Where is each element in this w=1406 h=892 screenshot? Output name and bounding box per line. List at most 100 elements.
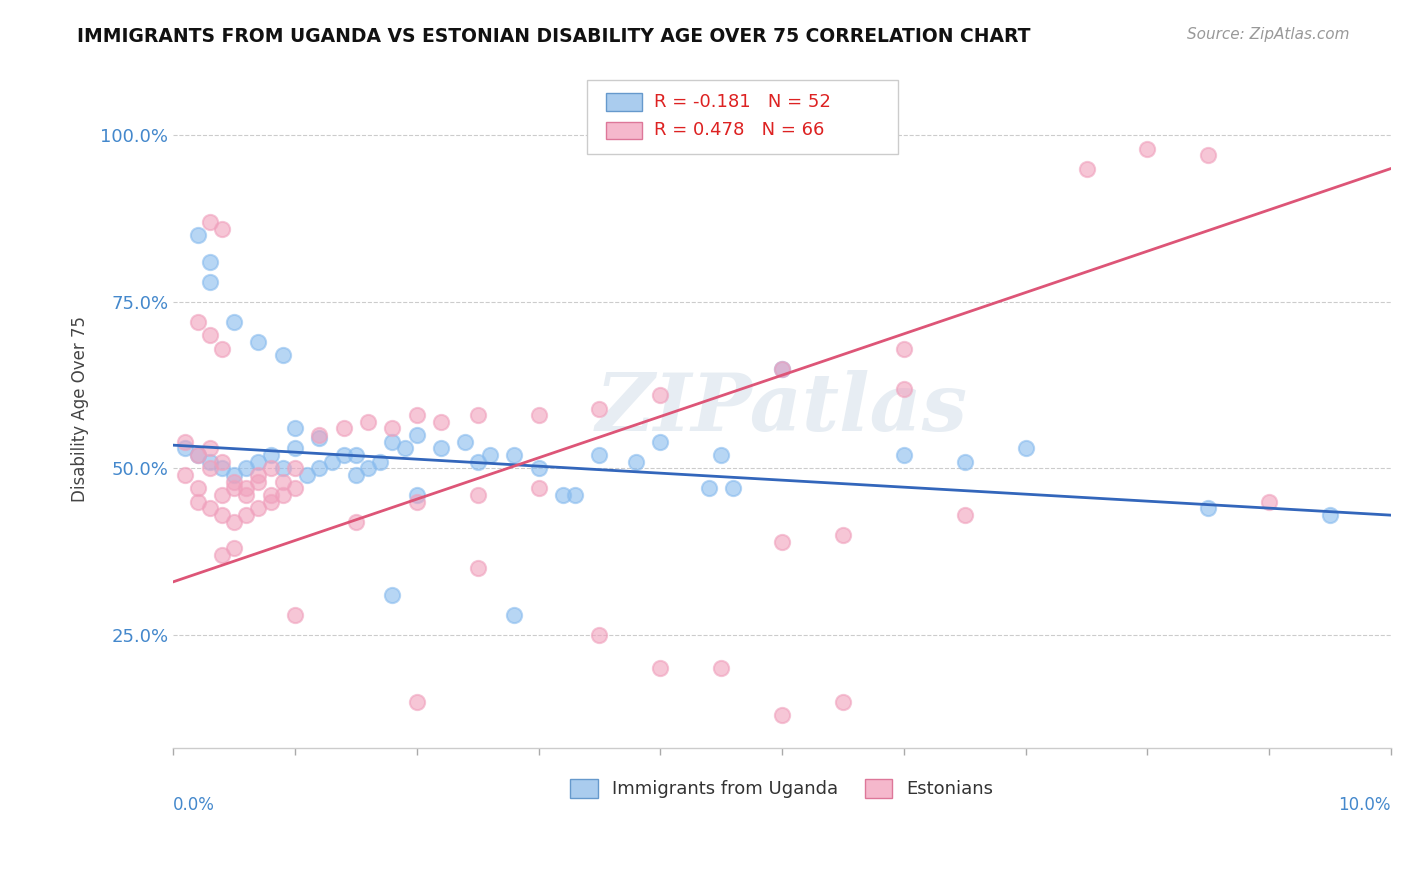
Bar	[606, 93, 643, 111]
Point	[198, 461, 221, 475]
Point	[174, 442, 197, 456]
Point	[211, 488, 233, 502]
Point	[332, 421, 354, 435]
Point	[405, 428, 427, 442]
Point	[1258, 495, 1281, 509]
Point	[247, 475, 270, 489]
Text: IMMIGRANTS FROM UGANDA VS ESTONIAN DISABILITY AGE OVER 75 CORRELATION CHART: IMMIGRANTS FROM UGANDA VS ESTONIAN DISAB…	[77, 27, 1031, 45]
Point	[211, 461, 233, 475]
Point	[308, 461, 330, 475]
Point	[697, 482, 720, 496]
Text: Source: ZipAtlas.com: Source: ZipAtlas.com	[1187, 27, 1350, 42]
Point	[564, 488, 586, 502]
Point	[467, 488, 489, 502]
Point	[503, 448, 526, 462]
Point	[1197, 148, 1219, 162]
Point	[624, 455, 647, 469]
Point	[247, 334, 270, 349]
Point	[224, 482, 246, 496]
Point	[368, 455, 391, 469]
Point	[893, 448, 915, 462]
Point	[224, 315, 246, 329]
Point	[284, 608, 307, 623]
Legend: Immigrants from Uganda, Estonians: Immigrants from Uganda, Estonians	[561, 770, 1002, 807]
Point	[405, 488, 427, 502]
Point	[953, 455, 976, 469]
Point	[198, 328, 221, 343]
Text: 10.0%: 10.0%	[1339, 796, 1391, 814]
Point	[174, 468, 197, 483]
Point	[770, 361, 793, 376]
Point	[308, 432, 330, 446]
Point	[467, 408, 489, 422]
Point	[284, 421, 307, 435]
Point	[344, 448, 367, 462]
Point	[271, 488, 294, 502]
Text: 0.0%: 0.0%	[173, 796, 215, 814]
Point	[710, 448, 733, 462]
Point	[271, 475, 294, 489]
Point	[284, 482, 307, 496]
Point	[198, 455, 221, 469]
Point	[478, 448, 501, 462]
Point	[893, 382, 915, 396]
Text: ZIPatlas: ZIPatlas	[596, 370, 969, 447]
Point	[723, 482, 745, 496]
Point	[247, 468, 270, 483]
Point	[710, 661, 733, 675]
Point	[271, 348, 294, 362]
Point	[211, 455, 233, 469]
Point	[284, 442, 307, 456]
Point	[235, 508, 257, 523]
Point	[235, 482, 257, 496]
Point	[588, 448, 610, 462]
Point	[174, 434, 197, 449]
Point	[211, 548, 233, 562]
Point	[650, 388, 672, 402]
Point	[187, 228, 209, 243]
Point	[259, 495, 281, 509]
Point	[344, 515, 367, 529]
Text: R = 0.478   N = 66: R = 0.478 N = 66	[654, 121, 824, 139]
Point	[198, 255, 221, 269]
Point	[527, 408, 550, 422]
Point	[235, 488, 257, 502]
Point	[211, 221, 233, 235]
Point	[187, 482, 209, 496]
Point	[527, 482, 550, 496]
Point	[187, 448, 209, 462]
Point	[247, 455, 270, 469]
Point	[832, 528, 855, 542]
Point	[247, 501, 270, 516]
Point	[770, 708, 793, 723]
Point	[454, 434, 477, 449]
Point	[224, 515, 246, 529]
Point	[259, 488, 281, 502]
Point	[357, 415, 380, 429]
Bar	[606, 121, 643, 139]
Point	[198, 442, 221, 456]
Point	[588, 401, 610, 416]
Point	[770, 361, 793, 376]
Point	[381, 588, 404, 602]
Point	[394, 442, 416, 456]
Point	[224, 468, 246, 483]
Point	[405, 408, 427, 422]
Point	[650, 661, 672, 675]
Point	[259, 461, 281, 475]
Point	[405, 495, 427, 509]
Point	[284, 461, 307, 475]
Point	[187, 315, 209, 329]
Y-axis label: Disability Age Over 75: Disability Age Over 75	[72, 316, 89, 501]
Point	[224, 541, 246, 556]
Point	[308, 428, 330, 442]
Point	[1319, 508, 1341, 523]
Point	[503, 608, 526, 623]
Point	[551, 488, 574, 502]
Point	[953, 508, 976, 523]
Point	[527, 461, 550, 475]
Point	[271, 461, 294, 475]
Point	[1136, 141, 1159, 155]
Point	[467, 561, 489, 575]
Point	[650, 434, 672, 449]
